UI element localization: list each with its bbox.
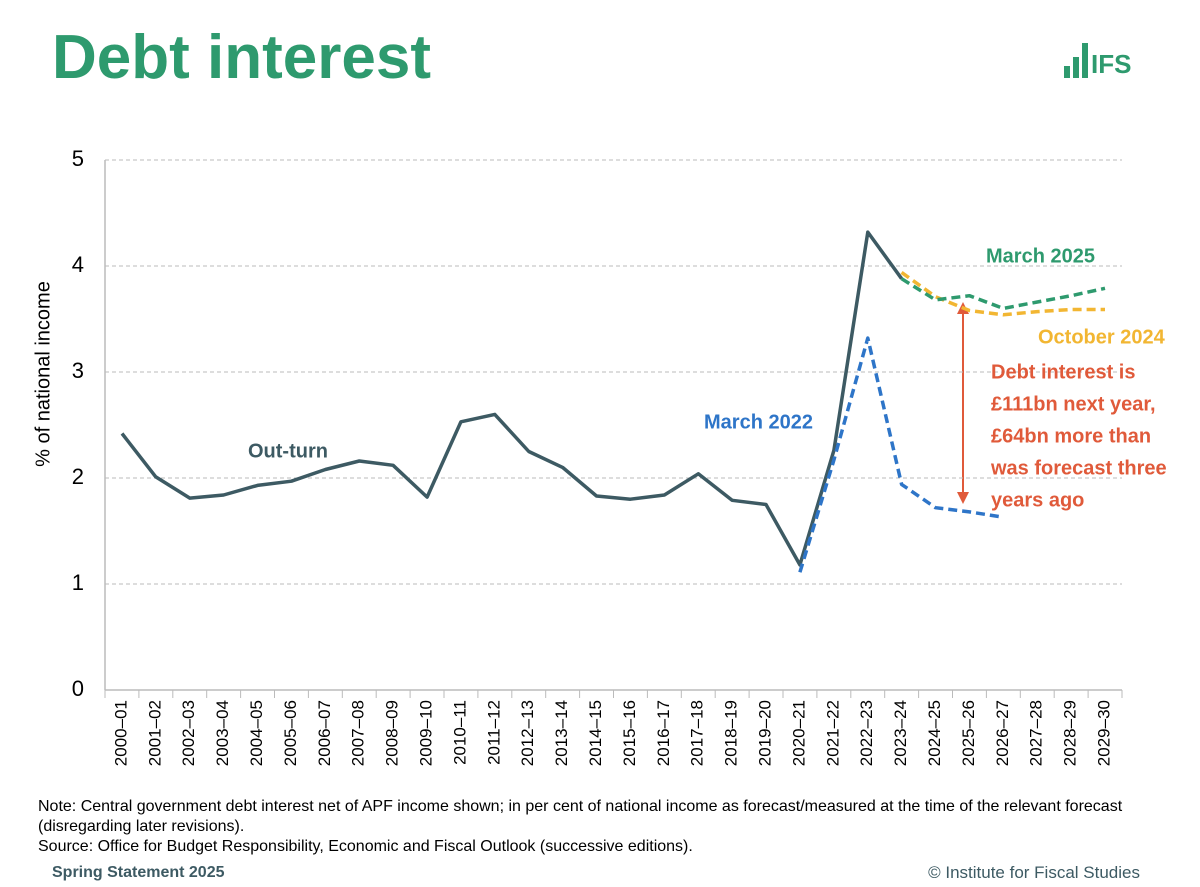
y-axis-label: % of national income (32, 281, 54, 467)
y-tick-label: 2 (72, 464, 84, 489)
logo-bar (1064, 66, 1070, 78)
series-label: March 2025 (986, 245, 1095, 267)
x-tick-label: 2018–19 (722, 700, 741, 766)
series-label: Out-turn (248, 440, 328, 462)
x-tick-label: 2026–27 (993, 700, 1012, 766)
annotation: years ago (991, 489, 1084, 511)
logo: IFS (1064, 43, 1131, 79)
footer-right: © Institute for Fiscal Studies (928, 863, 1140, 882)
series-line (900, 277, 1106, 311)
x-tick-label: 2029–30 (1095, 700, 1114, 766)
logo-bar (1082, 43, 1088, 78)
x-tick-label: 2006–07 (315, 700, 334, 766)
x-tick-label: 2007–08 (349, 700, 368, 766)
annotation: Debt interest is (991, 361, 1135, 383)
x-tick-label: 2003–04 (213, 700, 232, 766)
x-tick-label: 2008–09 (383, 700, 402, 766)
annotation: £64bn more than (991, 425, 1151, 447)
title: Debt interest (52, 23, 431, 92)
x-tick-label: 2005–06 (281, 700, 300, 766)
y-tick-label: 4 (72, 252, 84, 277)
x-tick-label: 2016–17 (654, 700, 673, 766)
logo-bar (1073, 57, 1079, 78)
footer-left: Spring Statement 2025 (52, 864, 225, 881)
x-tick-label: 2001–02 (145, 700, 164, 766)
y-tick-label: 0 (72, 676, 84, 701)
x-tick-label: 2009–10 (417, 700, 436, 766)
series-label: March 2022 (704, 411, 813, 433)
logo-text: IFS (1091, 49, 1131, 79)
x-tick-label: 2017–18 (688, 700, 707, 766)
x-tick-label: 2023–24 (891, 700, 910, 766)
y-tick-label: 3 (72, 358, 84, 383)
series-line (120, 230, 904, 567)
x-tick-label: 2015–16 (620, 700, 639, 766)
annotation: £111bn next year, (991, 393, 1156, 415)
x-tick-label: 2022–23 (857, 700, 876, 766)
x-tick-label: 2011–12 (484, 700, 503, 765)
x-tick-label: 2010–11 (450, 700, 469, 765)
series-label: October 2024 (1038, 326, 1166, 348)
series-line (798, 336, 1004, 573)
x-tick-label: 2012–13 (518, 700, 537, 766)
x-tick-label: 2024–25 (925, 700, 944, 766)
x-tick-label: 2000–01 (111, 700, 130, 766)
annotation: was forecast three (990, 457, 1167, 479)
x-tick-label: 2028–29 (1061, 700, 1080, 766)
y-tick-label: 5 (72, 146, 84, 171)
source-text: Source: Office for Budget Responsibility… (38, 838, 693, 855)
x-tick-label: 2002–03 (179, 700, 198, 766)
x-tick-label: 2019–20 (756, 700, 775, 766)
y-tick-label: 1 (72, 570, 84, 595)
series-line (900, 270, 1105, 317)
x-tick-label: 2021–22 (823, 700, 842, 766)
x-tick-label: 2013–14 (552, 700, 571, 766)
x-tick-label: 2027–28 (1027, 700, 1046, 766)
note: Note: Central government debt interest n… (38, 797, 1168, 857)
x-tick-label: 2025–26 (959, 700, 978, 766)
note-text: Note: Central government debt interest n… (38, 798, 1123, 835)
x-tick-label: 2020–21 (789, 700, 808, 766)
x-tick-label: 2004–05 (247, 700, 266, 766)
x-tick-label: 2014–15 (586, 700, 605, 766)
